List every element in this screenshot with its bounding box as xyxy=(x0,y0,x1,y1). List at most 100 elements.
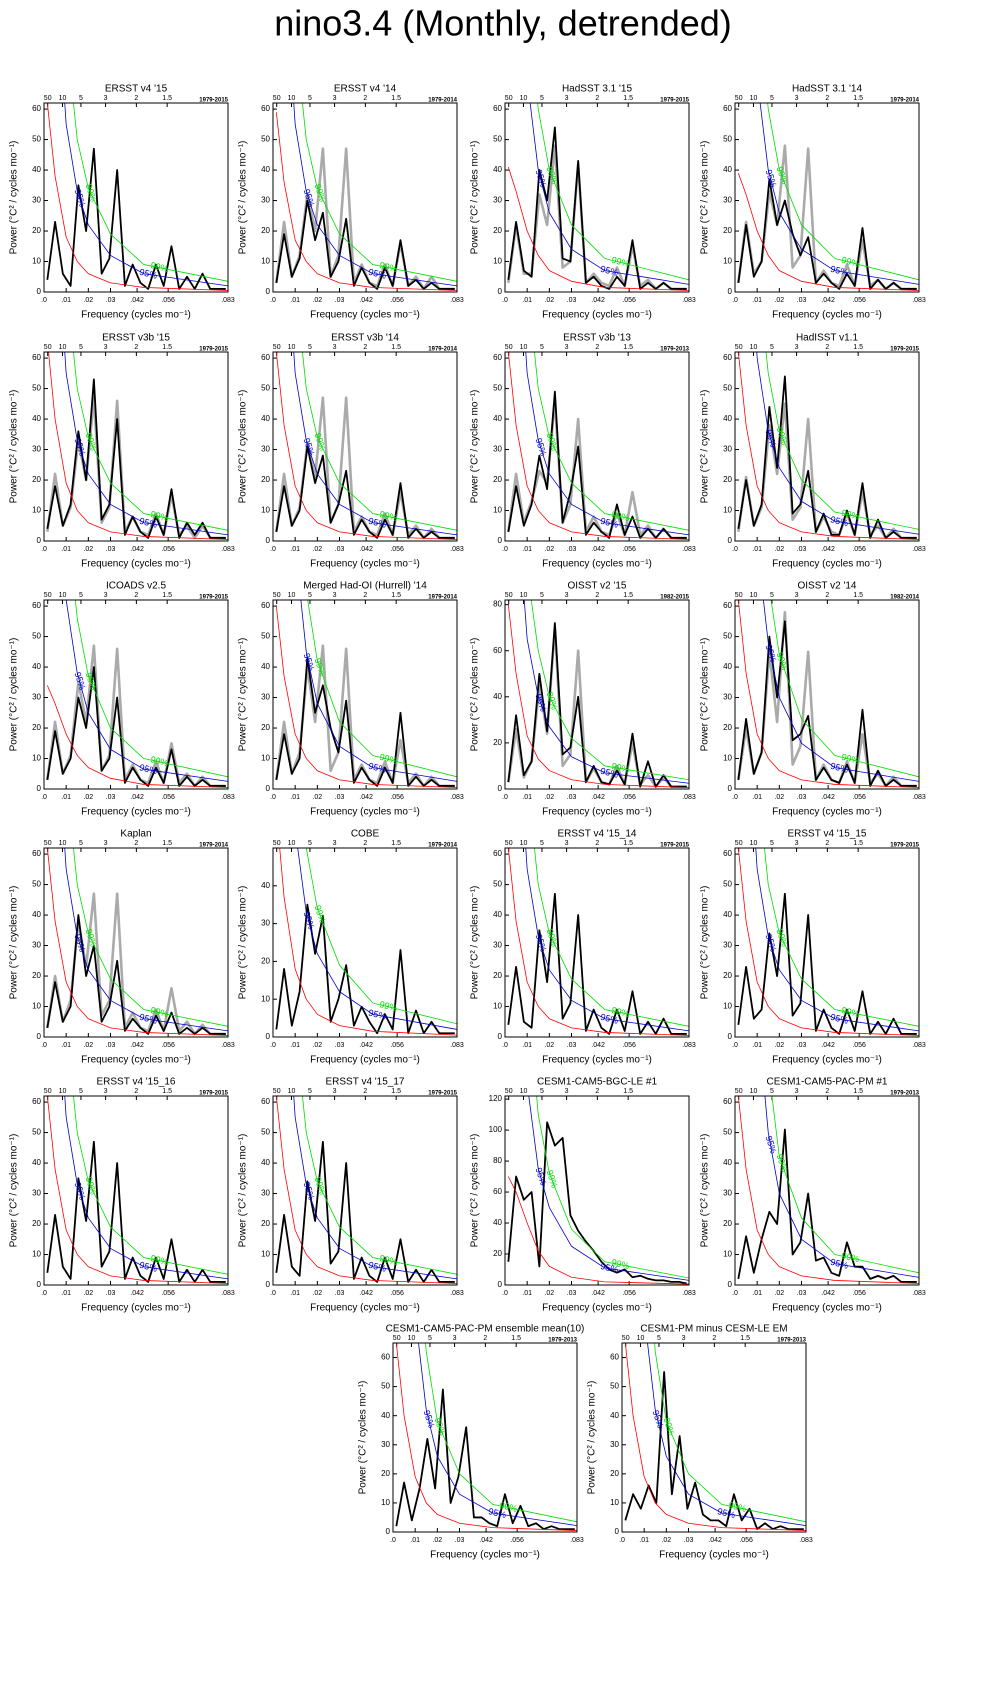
curve-label: 99% xyxy=(149,509,169,523)
x-tick-label: .02 xyxy=(544,1042,554,1049)
plot-area xyxy=(737,352,919,540)
x-axis-label: Frequency (cycles mo⁻¹) xyxy=(542,310,652,321)
panel-title: ERSST v4 '14 xyxy=(334,84,397,95)
y-tick-label: 20 xyxy=(493,226,502,235)
y-axis-label: Power (°C² / cycles mo⁻¹) xyxy=(9,141,20,255)
curve-label: 95% xyxy=(367,1260,387,1274)
y-tick-label: 20 xyxy=(493,971,502,980)
curve-label: 99% xyxy=(149,754,169,768)
x2-tick-label: 2 xyxy=(595,344,599,351)
curve-label: 95% xyxy=(599,1261,619,1275)
y-tick-label: 40 xyxy=(723,662,732,671)
x-tick-label: .03 xyxy=(335,1042,345,1049)
x2-tick-label: 50 xyxy=(505,592,513,599)
y-axis-label: Power (°C² / cycles mo⁻¹) xyxy=(9,390,20,504)
x-tick-label: .042 xyxy=(359,546,373,553)
x2-tick-label: 50 xyxy=(273,95,281,102)
x2-tick-label: 3 xyxy=(682,1335,686,1342)
series-line xyxy=(73,848,228,1027)
x-tick-label: .042 xyxy=(130,1290,144,1297)
y-tick-label: 50 xyxy=(32,632,41,641)
x-tick-label: .042 xyxy=(130,297,144,304)
y-tick-label: 60 xyxy=(261,1097,270,1106)
x-tick-label: .02 xyxy=(312,546,322,553)
x-tick-label: .0 xyxy=(270,546,276,553)
y-tick-label: 60 xyxy=(493,1187,502,1196)
curve-label: 99% xyxy=(149,1005,169,1019)
x2-tick-label: 3 xyxy=(453,1335,457,1342)
x-axis-label: Frequency (cycles mo⁻¹) xyxy=(310,807,420,818)
x-tick-label: .042 xyxy=(591,1290,605,1297)
panel: ERSST v4 '15_17 1979-2015 Frequency (cycle… xyxy=(238,1077,464,1314)
y-tick-label: 10 xyxy=(261,754,270,763)
series-line xyxy=(418,1343,577,1526)
y-tick-label: 20 xyxy=(723,1219,732,1228)
x-tick-label: .056 xyxy=(161,1042,175,1049)
y-tick-label: 60 xyxy=(261,104,270,113)
x2-tick-label: 50 xyxy=(735,840,743,847)
panel: ERSST v3b '14 1979-2014 Frequency (cycles … xyxy=(238,333,464,570)
curve-label: 95% xyxy=(829,264,849,278)
x2-tick-label: 10 xyxy=(750,344,758,351)
x2-tick-label: 10 xyxy=(637,1335,645,1342)
panel: ERSST v3b '15 1979-2015 Frequency (cycles … xyxy=(9,333,235,570)
x-tick-label: .0 xyxy=(619,1537,625,1544)
y-tick-label: 0 xyxy=(37,287,42,296)
plot-area xyxy=(507,1096,689,1285)
panel-title: CESM1-PM minus CESM-LE EM xyxy=(640,1324,787,1335)
y-tick-label: 30 xyxy=(32,941,41,950)
y-tick-label: 40 xyxy=(261,414,270,423)
x2-tick-label: 50 xyxy=(44,95,52,102)
x2-tick-label: 50 xyxy=(505,344,513,351)
x-tick-label: .0 xyxy=(41,1290,47,1297)
x2-tick-label: 1.5 xyxy=(162,95,172,102)
period-label: 1979-2014 xyxy=(199,843,228,849)
x2-tick-label: 10 xyxy=(288,344,296,351)
y-tick-label: 20 xyxy=(723,226,732,235)
x-tick-label: .042 xyxy=(591,794,605,801)
curve-label: 99% xyxy=(610,509,630,523)
x2-tick-label: 3 xyxy=(565,95,569,102)
curve-label: 95% xyxy=(599,516,619,530)
x2-tick-label: 5 xyxy=(540,840,544,847)
x-tick-label: .03 xyxy=(797,546,807,553)
y-tick-label: 20 xyxy=(32,226,41,235)
y-tick-label: 10 xyxy=(32,1002,41,1011)
x-tick-label: .0 xyxy=(502,794,508,801)
x-tick-label: .083 xyxy=(912,546,926,553)
y-tick-label: 50 xyxy=(493,384,502,393)
x-tick-label: .083 xyxy=(912,297,926,304)
x-tick-label: .01 xyxy=(639,1537,649,1544)
y-axis-label: Power (°C² / cycles mo⁻¹) xyxy=(470,886,481,1000)
curve-label: 95% xyxy=(829,761,849,775)
panel: ERSST v4 '15 1979-2015 Frequency (cycles m… xyxy=(9,84,235,321)
y-tick-label: 10 xyxy=(261,994,270,1003)
series-line xyxy=(46,378,226,539)
series-line xyxy=(425,1343,577,1523)
series-line xyxy=(75,600,228,778)
y-tick-label: 50 xyxy=(261,1128,270,1137)
x2-tick-label: 10 xyxy=(59,592,67,599)
x-axis-label: Frequency (cycles mo⁻¹) xyxy=(310,1303,420,1314)
x-axis-label: Frequency (cycles mo⁻¹) xyxy=(430,1550,540,1561)
x-tick-label: .042 xyxy=(359,794,373,801)
x2-tick-label: 5 xyxy=(770,344,774,351)
plot-area xyxy=(737,848,919,1036)
panel-title: HadISST v1.1 xyxy=(796,333,859,344)
x-tick-label: .01 xyxy=(752,546,762,553)
x2-tick-label: 2 xyxy=(595,840,599,847)
curve-label: 99% xyxy=(498,1500,518,1514)
series-line xyxy=(275,199,455,290)
x2-tick-label: 5 xyxy=(428,1335,432,1342)
x2-tick-label: 3 xyxy=(104,95,108,102)
x-tick-label: .01 xyxy=(752,297,762,304)
y-tick-label: 80 xyxy=(493,1156,502,1165)
x2-tick-label: 3 xyxy=(333,840,337,847)
y-tick-label: 50 xyxy=(261,135,270,144)
y-tick-label: 0 xyxy=(266,536,271,545)
x2-tick-label: 5 xyxy=(308,95,312,102)
x-axis-label: Frequency (cycles mo⁻¹) xyxy=(772,310,882,321)
y-axis-label: Power (°C² / cycles mo⁻¹) xyxy=(238,390,249,504)
x-tick-label: .01 xyxy=(290,546,300,553)
